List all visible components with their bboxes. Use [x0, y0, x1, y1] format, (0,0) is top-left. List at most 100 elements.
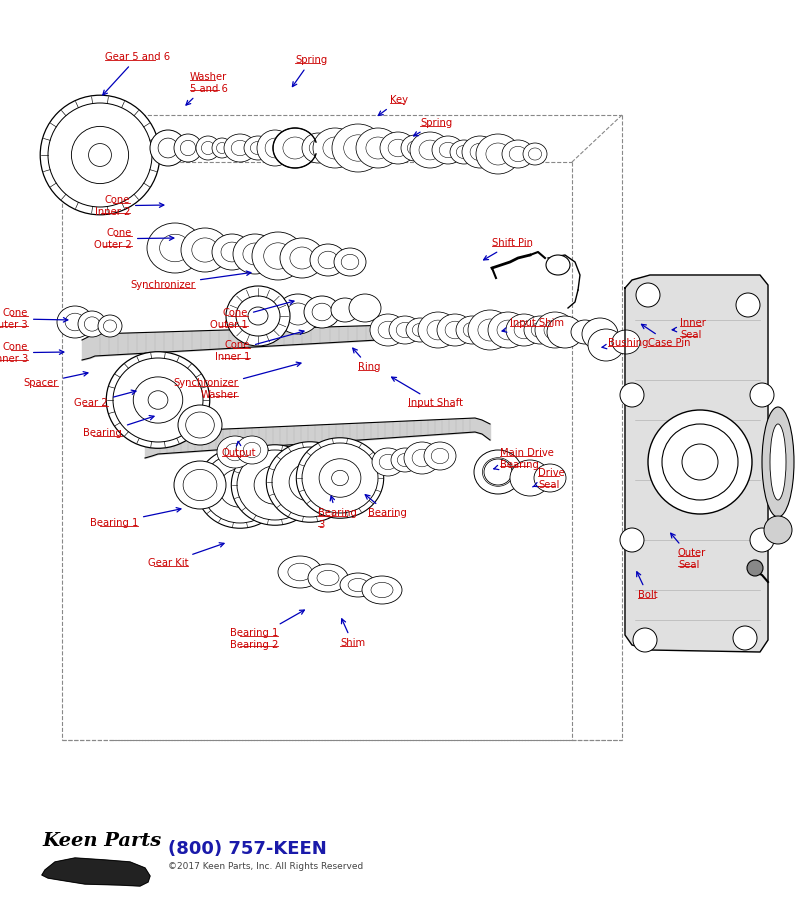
- Ellipse shape: [212, 234, 252, 270]
- Text: (800) 757-KEEN: (800) 757-KEEN: [168, 840, 326, 858]
- Ellipse shape: [283, 137, 307, 159]
- Ellipse shape: [488, 312, 528, 348]
- Text: Bearing: Bearing: [83, 416, 154, 438]
- Text: Ring: Ring: [353, 348, 381, 372]
- Text: Bearing: Bearing: [366, 495, 407, 518]
- Ellipse shape: [620, 528, 644, 552]
- Ellipse shape: [407, 140, 422, 155]
- Ellipse shape: [202, 141, 214, 155]
- Ellipse shape: [78, 311, 106, 337]
- Ellipse shape: [217, 436, 253, 468]
- Ellipse shape: [404, 442, 440, 474]
- Ellipse shape: [546, 255, 570, 275]
- Ellipse shape: [588, 329, 624, 361]
- Ellipse shape: [254, 466, 296, 504]
- Text: Cone
Inner 3: Cone Inner 3: [0, 342, 64, 364]
- Text: Gear 5 and 6: Gear 5 and 6: [103, 52, 170, 94]
- Ellipse shape: [308, 564, 348, 592]
- Ellipse shape: [192, 238, 218, 262]
- Ellipse shape: [482, 458, 514, 486]
- Ellipse shape: [65, 313, 85, 331]
- Ellipse shape: [747, 560, 763, 576]
- Ellipse shape: [183, 470, 217, 500]
- Ellipse shape: [286, 303, 310, 325]
- Ellipse shape: [332, 471, 348, 486]
- Ellipse shape: [237, 450, 313, 520]
- Ellipse shape: [236, 296, 280, 336]
- Ellipse shape: [463, 322, 481, 338]
- Polygon shape: [42, 858, 150, 886]
- Ellipse shape: [612, 330, 640, 354]
- Ellipse shape: [248, 307, 268, 325]
- Ellipse shape: [302, 474, 318, 490]
- Ellipse shape: [89, 144, 111, 166]
- Ellipse shape: [265, 138, 285, 157]
- Ellipse shape: [310, 244, 346, 276]
- Ellipse shape: [48, 103, 152, 207]
- Text: Main Drive
Bearing: Main Drive Bearing: [494, 448, 554, 470]
- Ellipse shape: [418, 312, 458, 348]
- Ellipse shape: [266, 477, 283, 492]
- Ellipse shape: [312, 303, 332, 320]
- Ellipse shape: [362, 576, 402, 604]
- Text: Output: Output: [222, 441, 257, 458]
- Ellipse shape: [178, 405, 222, 445]
- Ellipse shape: [380, 132, 416, 164]
- Text: Inner
Seal: Inner Seal: [672, 318, 706, 339]
- Text: Spring: Spring: [414, 118, 452, 136]
- Ellipse shape: [278, 556, 322, 588]
- Ellipse shape: [389, 316, 421, 344]
- Ellipse shape: [736, 293, 760, 317]
- Ellipse shape: [478, 319, 502, 341]
- Ellipse shape: [243, 442, 261, 458]
- Ellipse shape: [662, 424, 738, 500]
- Ellipse shape: [272, 447, 348, 517]
- Ellipse shape: [232, 481, 248, 496]
- Text: Synchronizer
Washer: Synchronizer Washer: [173, 362, 301, 400]
- Ellipse shape: [633, 628, 657, 652]
- Text: ©2017 Keen Parts, Inc. All Rights Reserved: ©2017 Keen Parts, Inc. All Rights Reserv…: [168, 862, 363, 871]
- Ellipse shape: [317, 571, 339, 586]
- Ellipse shape: [318, 251, 338, 269]
- Ellipse shape: [750, 528, 774, 552]
- Ellipse shape: [648, 410, 752, 514]
- Ellipse shape: [181, 228, 229, 272]
- Ellipse shape: [289, 463, 331, 501]
- Ellipse shape: [280, 238, 324, 278]
- Ellipse shape: [113, 358, 203, 442]
- Ellipse shape: [528, 148, 542, 160]
- Ellipse shape: [148, 391, 168, 410]
- Text: Synchronizer: Synchronizer: [130, 271, 251, 290]
- Ellipse shape: [106, 352, 210, 448]
- Ellipse shape: [319, 459, 361, 497]
- Ellipse shape: [103, 320, 117, 332]
- Ellipse shape: [450, 140, 478, 164]
- Ellipse shape: [378, 321, 398, 338]
- Ellipse shape: [437, 314, 473, 346]
- Ellipse shape: [332, 124, 384, 172]
- Ellipse shape: [257, 130, 293, 166]
- Ellipse shape: [762, 407, 794, 517]
- Ellipse shape: [231, 140, 249, 156]
- Ellipse shape: [410, 132, 450, 168]
- Ellipse shape: [304, 296, 340, 328]
- Ellipse shape: [419, 140, 441, 160]
- Ellipse shape: [217, 142, 227, 154]
- Text: Bearing 1
Bearing 2: Bearing 1 Bearing 2: [230, 610, 304, 650]
- Ellipse shape: [547, 316, 583, 348]
- Ellipse shape: [202, 453, 278, 523]
- Text: Bearing
3: Bearing 3: [318, 496, 357, 529]
- Ellipse shape: [134, 377, 182, 423]
- Ellipse shape: [366, 137, 390, 159]
- Ellipse shape: [372, 448, 404, 476]
- Ellipse shape: [349, 294, 381, 322]
- Ellipse shape: [313, 128, 357, 168]
- Ellipse shape: [764, 516, 792, 544]
- Text: Cone
Outer 3: Cone Outer 3: [0, 308, 68, 329]
- Ellipse shape: [226, 286, 290, 346]
- Text: Washer
5 and 6: Washer 5 and 6: [186, 72, 228, 105]
- Ellipse shape: [470, 143, 490, 161]
- Text: Outer
Seal: Outer Seal: [670, 533, 706, 570]
- Text: Case Pin: Case Pin: [642, 324, 690, 348]
- Ellipse shape: [427, 320, 449, 340]
